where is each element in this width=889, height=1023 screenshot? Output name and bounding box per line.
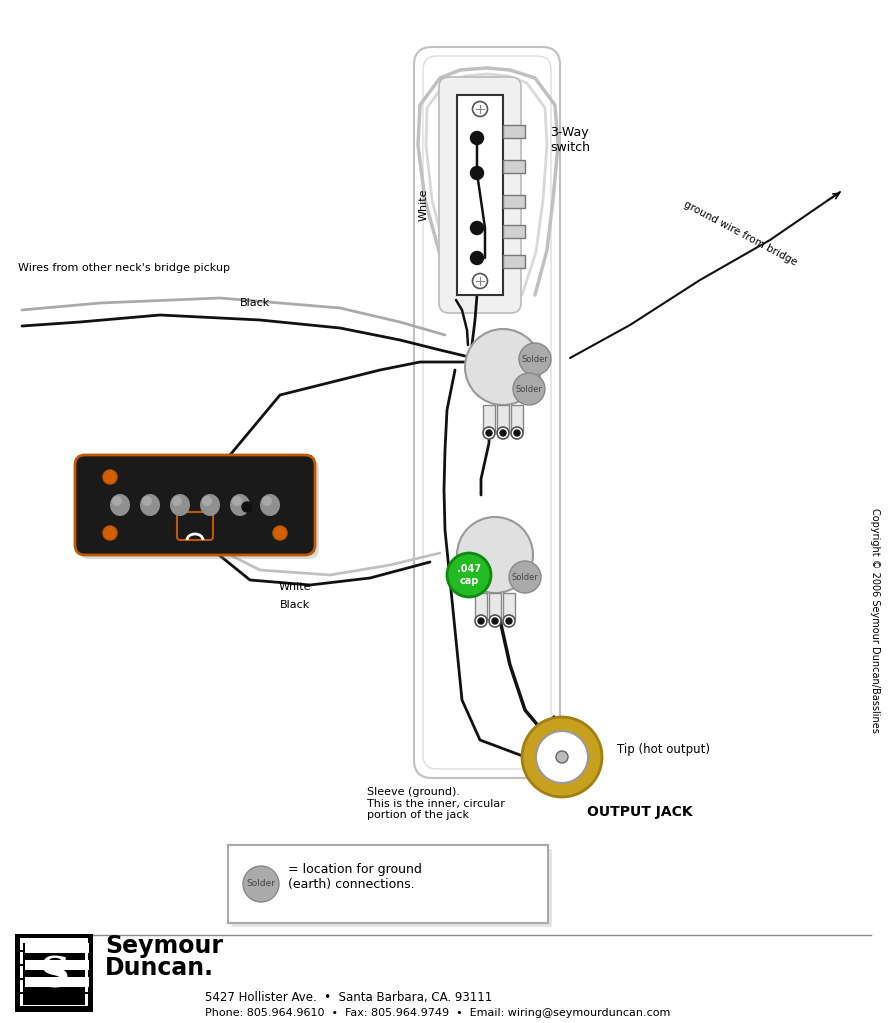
Text: Copyright © 2006 Seymour Duncan/Basslines: Copyright © 2006 Seymour Duncan/Bassline… <box>870 507 880 732</box>
Ellipse shape <box>200 494 220 516</box>
Bar <box>483 405 495 431</box>
Text: ground wire from bridge: ground wire from bridge <box>682 198 798 267</box>
Ellipse shape <box>110 494 130 516</box>
Bar <box>20 952 88 964</box>
Text: 5427 Hollister Ave.  •  Santa Barbara, CA. 93111: 5427 Hollister Ave. • Santa Barbara, CA.… <box>205 991 493 1005</box>
Bar <box>475 593 487 619</box>
Circle shape <box>472 101 487 117</box>
Text: Black: Black <box>240 298 270 308</box>
Circle shape <box>506 618 512 624</box>
Circle shape <box>509 561 541 593</box>
Circle shape <box>103 526 117 540</box>
Ellipse shape <box>170 494 190 516</box>
Circle shape <box>483 427 495 439</box>
Ellipse shape <box>140 494 160 516</box>
Bar <box>25 943 89 953</box>
FancyBboxPatch shape <box>439 77 521 313</box>
Text: Black: Black <box>280 601 310 610</box>
Circle shape <box>273 526 287 540</box>
Bar <box>25 977 89 987</box>
Circle shape <box>500 430 506 436</box>
Circle shape <box>519 343 551 375</box>
Text: Duncan.: Duncan. <box>105 957 214 980</box>
Text: S: S <box>39 954 69 996</box>
Ellipse shape <box>230 494 250 516</box>
Bar <box>503 593 515 619</box>
Bar <box>20 980 88 992</box>
Circle shape <box>470 167 484 179</box>
Text: Solder: Solder <box>246 880 276 889</box>
Circle shape <box>475 615 487 627</box>
Text: Solder: Solder <box>511 573 539 581</box>
Circle shape <box>242 502 252 512</box>
Bar <box>20 994 88 1006</box>
Bar <box>503 125 525 138</box>
Circle shape <box>489 615 501 627</box>
Circle shape <box>486 430 492 436</box>
Bar <box>503 255 525 268</box>
Text: Seymour: Seymour <box>105 934 223 958</box>
Ellipse shape <box>112 496 122 506</box>
Ellipse shape <box>142 496 152 506</box>
Circle shape <box>478 618 484 624</box>
Bar <box>23 943 85 1005</box>
Circle shape <box>513 373 545 405</box>
Text: OUTPUT JACK: OUTPUT JACK <box>587 805 693 819</box>
Ellipse shape <box>172 496 182 506</box>
Text: Solder: Solder <box>516 385 542 394</box>
Ellipse shape <box>202 496 212 506</box>
Text: 3-Way
switch: 3-Way switch <box>550 126 590 154</box>
Bar <box>503 160 525 173</box>
Circle shape <box>103 470 117 484</box>
Bar <box>20 938 88 950</box>
Bar <box>489 593 501 619</box>
Bar <box>25 960 89 970</box>
Circle shape <box>514 430 520 436</box>
Circle shape <box>457 517 533 593</box>
Ellipse shape <box>262 496 272 506</box>
FancyBboxPatch shape <box>79 459 319 559</box>
Circle shape <box>522 717 602 797</box>
Bar <box>228 845 548 923</box>
Bar <box>232 849 552 927</box>
Text: .047
cap: .047 cap <box>457 565 481 586</box>
Bar <box>457 95 503 295</box>
Bar <box>503 195 525 208</box>
FancyBboxPatch shape <box>177 512 213 540</box>
Ellipse shape <box>232 496 242 506</box>
Circle shape <box>511 427 523 439</box>
Bar <box>497 405 509 431</box>
Bar <box>503 225 525 238</box>
Bar <box>228 845 548 923</box>
Text: Phone: 805.964.9610  •  Fax: 805.964.9749  •  Email: wiring@seymourduncan.com: Phone: 805.964.9610 • Fax: 805.964.9749 … <box>205 1008 670 1018</box>
Circle shape <box>472 273 487 288</box>
Ellipse shape <box>260 494 280 516</box>
Circle shape <box>470 132 484 144</box>
Circle shape <box>243 866 279 902</box>
Circle shape <box>447 553 491 597</box>
Circle shape <box>503 615 515 627</box>
Text: Sleeve (ground).
This is the inner, circular
portion of the jack: Sleeve (ground). This is the inner, circ… <box>367 787 505 820</box>
Circle shape <box>470 252 484 265</box>
Text: = location for ground
(earth) connections.: = location for ground (earth) connection… <box>288 863 422 891</box>
Text: White: White <box>279 582 311 592</box>
Circle shape <box>556 751 568 763</box>
Text: White: White <box>419 189 429 221</box>
Bar <box>20 966 88 978</box>
Circle shape <box>470 222 484 234</box>
Circle shape <box>465 329 541 405</box>
Circle shape <box>536 731 588 783</box>
Text: Tip (hot output): Tip (hot output) <box>617 743 710 756</box>
FancyBboxPatch shape <box>75 455 315 555</box>
Text: Solder: Solder <box>522 355 549 363</box>
Circle shape <box>497 427 509 439</box>
Circle shape <box>492 618 498 624</box>
Bar <box>15 934 93 1012</box>
Text: Wires from other neck's bridge pickup: Wires from other neck's bridge pickup <box>18 263 230 273</box>
Bar <box>511 405 523 431</box>
